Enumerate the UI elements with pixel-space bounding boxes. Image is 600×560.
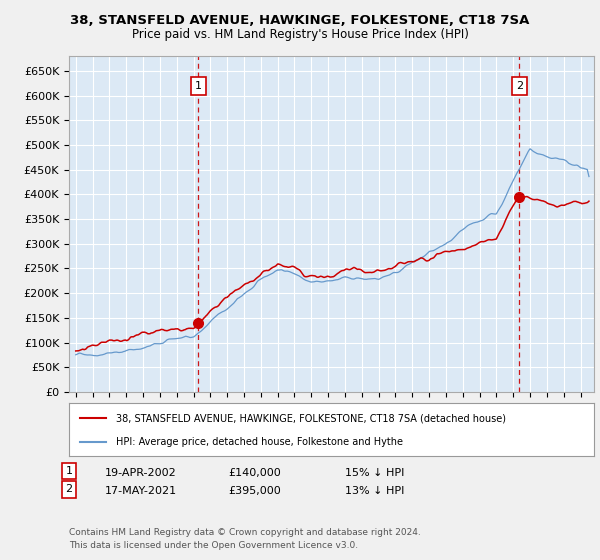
Text: 17-MAY-2021: 17-MAY-2021	[105, 486, 177, 496]
Text: 38, STANSFELD AVENUE, HAWKINGE, FOLKESTONE, CT18 7SA: 38, STANSFELD AVENUE, HAWKINGE, FOLKESTO…	[70, 14, 530, 27]
Text: HPI: Average price, detached house, Folkestone and Hythe: HPI: Average price, detached house, Folk…	[116, 436, 403, 446]
Text: 2: 2	[65, 484, 73, 494]
Text: Price paid vs. HM Land Registry's House Price Index (HPI): Price paid vs. HM Land Registry's House …	[131, 28, 469, 41]
Text: Contains HM Land Registry data © Crown copyright and database right 2024.
This d: Contains HM Land Registry data © Crown c…	[69, 528, 421, 550]
Text: £140,000: £140,000	[228, 468, 281, 478]
Text: £395,000: £395,000	[228, 486, 281, 496]
Text: 1: 1	[195, 81, 202, 91]
Text: 2: 2	[516, 81, 523, 91]
Text: 1: 1	[65, 466, 73, 476]
Text: 13% ↓ HPI: 13% ↓ HPI	[345, 486, 404, 496]
Text: 19-APR-2002: 19-APR-2002	[105, 468, 177, 478]
Text: 15% ↓ HPI: 15% ↓ HPI	[345, 468, 404, 478]
Text: 38, STANSFELD AVENUE, HAWKINGE, FOLKESTONE, CT18 7SA (detached house): 38, STANSFELD AVENUE, HAWKINGE, FOLKESTO…	[116, 413, 506, 423]
